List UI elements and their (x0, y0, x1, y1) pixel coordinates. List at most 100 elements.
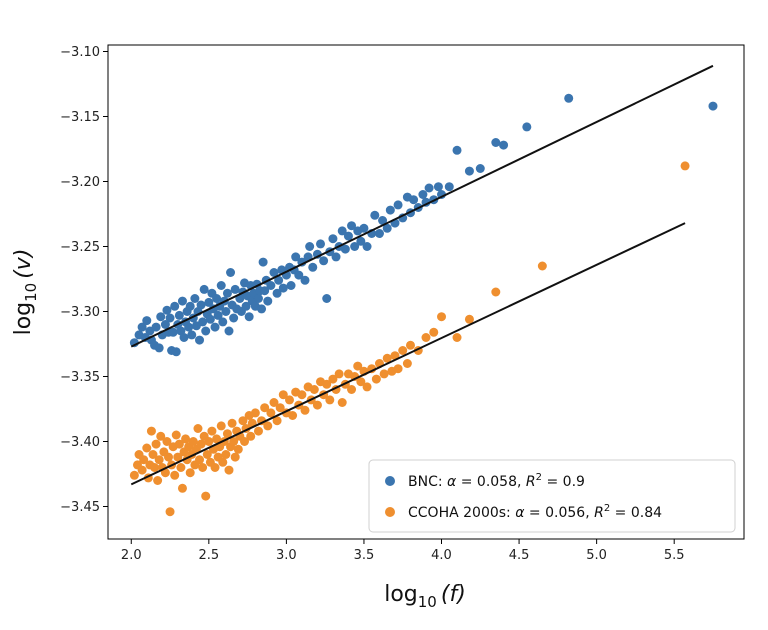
data-point (374, 229, 384, 238)
data-point (205, 314, 215, 324)
series-layer (129, 64, 718, 517)
data-point (196, 439, 206, 449)
data-point (227, 418, 237, 428)
data-point (213, 310, 223, 320)
x-axis: 2.0 2.5 3.0 3.5 4.0 4.5 5.0 5.5 (121, 539, 685, 563)
y-axis: −3.10 −3.15 −3.20 −3.25 −3.30 −3.35 −3.40 −3.45 (60, 45, 108, 515)
data-point (305, 242, 315, 251)
data-point (680, 161, 690, 171)
data-point (142, 316, 152, 326)
data-point (142, 443, 152, 453)
data-point (475, 164, 485, 173)
data-point (564, 93, 574, 103)
data-point (201, 326, 211, 336)
legend-item-ccoha: CCOHA 2000s: α = 0.056, R2 = 0.84 (385, 503, 662, 521)
data-point (137, 322, 147, 332)
data-point (322, 379, 332, 389)
y-tick-label: −3.35 (60, 370, 100, 385)
y-tick-label: −3.20 (60, 175, 100, 190)
data-point (347, 385, 357, 394)
data-point (179, 333, 189, 342)
y-tick-label: −3.25 (60, 240, 100, 255)
legend: BNC: α = 0.058, R2 = 0.9 CCOHA 2000s: α … (368, 459, 736, 533)
data-point (198, 317, 208, 327)
data-point (300, 405, 310, 415)
data-point (382, 353, 392, 363)
legend-item-bnc: BNC: α = 0.058, R2 = 0.9 (385, 472, 585, 490)
data-point (269, 398, 279, 407)
data-point (195, 455, 205, 465)
data-point (174, 310, 184, 320)
data-point (241, 301, 251, 311)
data-point (160, 320, 170, 329)
data-point (266, 408, 276, 418)
data-point (340, 244, 350, 254)
data-point (224, 465, 234, 475)
data-point (284, 395, 294, 405)
data-point (402, 359, 412, 368)
data-point (173, 452, 183, 462)
data-point (356, 236, 366, 246)
data-point (238, 416, 248, 426)
data-point (418, 190, 428, 199)
data-point (288, 411, 298, 420)
data-point (210, 322, 220, 332)
data-point (212, 294, 222, 303)
data-point (537, 261, 547, 271)
x-axis-title: log10 (f) (384, 582, 466, 611)
data-point (198, 463, 208, 472)
data-point (272, 416, 282, 426)
data-point (196, 300, 206, 310)
data-point (233, 444, 243, 454)
data-point (291, 252, 301, 262)
x-tick-label: 2.5 (198, 548, 219, 563)
x-tick-label: 2.0 (121, 548, 142, 563)
data-point (343, 231, 353, 241)
data-point (216, 421, 226, 431)
data-point (171, 347, 181, 357)
data-point (221, 450, 231, 459)
data-point (154, 455, 164, 465)
y-axis-title: log10(v) (11, 249, 40, 336)
legend-label-ccoha: CCOHA 2000s: α = 0.056, R2 = 0.84 (408, 503, 662, 521)
data-point (334, 369, 344, 379)
data-point (210, 463, 220, 472)
data-point (444, 182, 454, 192)
data-point (229, 437, 239, 446)
data-point (258, 257, 268, 267)
data-point (356, 377, 366, 387)
legend-box (368, 459, 736, 533)
data-point (253, 426, 263, 436)
data-point (202, 450, 212, 459)
data-point (257, 304, 267, 314)
fit-line-bnc (130, 64, 714, 348)
data-point (309, 385, 319, 394)
data-point (224, 326, 234, 336)
data-point (222, 429, 232, 439)
data-point (300, 275, 310, 285)
data-point (151, 439, 161, 449)
data-point (382, 223, 392, 233)
data-point (499, 140, 509, 150)
data-point (421, 333, 431, 342)
legend-marker-bnc (385, 476, 395, 486)
data-point (174, 439, 184, 449)
y-tick-label: −3.15 (60, 110, 100, 125)
data-point (464, 166, 474, 176)
data-point (163, 452, 173, 462)
data-point (212, 434, 222, 444)
data-point (151, 322, 161, 332)
data-point (185, 468, 195, 478)
plot-area: −3.10 −3.15 −3.20 −3.25 −3.30 −3.35 −3.40 −3.45… (60, 44, 745, 563)
series-ccoha (129, 161, 690, 517)
data-point (165, 313, 175, 323)
data-point (246, 431, 256, 441)
data-point (253, 294, 263, 303)
data-point (137, 465, 147, 475)
data-point (153, 476, 163, 485)
data-point (170, 301, 180, 311)
data-point (250, 408, 260, 418)
data-point (294, 270, 304, 280)
data-point (371, 374, 381, 384)
